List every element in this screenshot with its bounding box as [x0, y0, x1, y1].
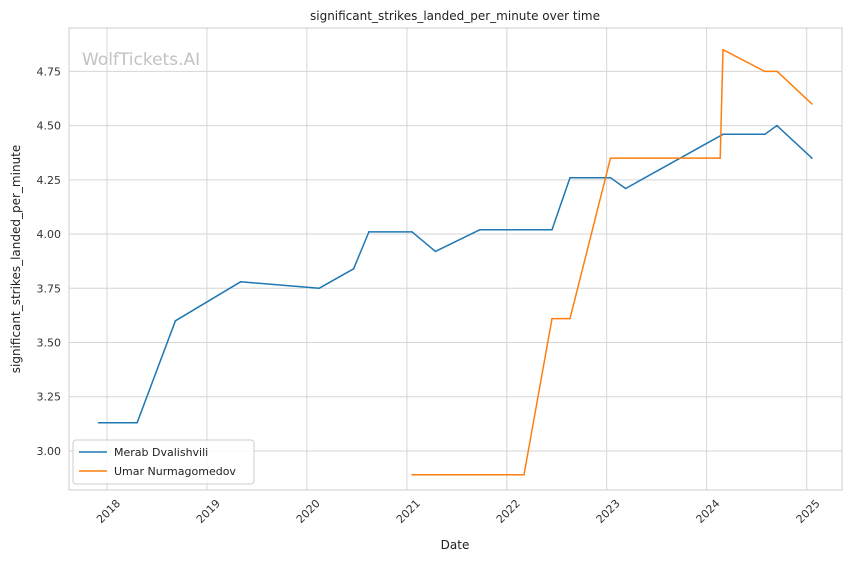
x-tick-label: 2019 — [194, 497, 223, 526]
x-tick-label: 2025 — [794, 497, 823, 526]
y-axis-label: significant_strikes_landed_per_minute — [9, 145, 23, 374]
plot-background — [69, 28, 842, 490]
y-tick-label: 4.50 — [37, 120, 62, 133]
series-1-point — [569, 317, 571, 320]
x-tick-label: 2024 — [694, 497, 723, 526]
series-0-point — [479, 228, 481, 231]
series-1-point — [523, 474, 525, 476]
series-0-point — [551, 228, 553, 231]
legend-label-umar: Umar Nurmagomedov — [114, 465, 236, 478]
series-0-point — [136, 421, 138, 424]
series-0-point — [239, 280, 242, 283]
series-1-point — [551, 317, 553, 320]
series-0-point — [624, 187, 627, 190]
x-tick-label: 2023 — [594, 497, 623, 526]
series-0-point — [97, 421, 100, 424]
watermark: WolfTickets.AI — [82, 50, 200, 70]
series-1-point — [609, 157, 612, 159]
x-tick-labels: 2018 2019 2020 2021 2022 2023 2024 2025 — [94, 497, 823, 526]
x-tick-label: 2022 — [494, 497, 523, 526]
series-0-point — [318, 287, 320, 290]
y-tick-label: 4.75 — [37, 65, 62, 78]
series-line-0 — [98, 124, 813, 424]
legend: Merab Dvalishvili Umar Nurmagomedov — [72, 439, 255, 485]
legend-box — [72, 439, 255, 485]
series-0-point — [352, 267, 355, 270]
grid — [69, 28, 842, 490]
chart-title: significant_strikes_landed_per_minute ov… — [310, 9, 600, 23]
series-0-point — [811, 157, 813, 159]
series-0-point — [764, 133, 766, 136]
series-1-point — [719, 157, 722, 159]
series-1-point — [722, 48, 724, 51]
x-tick-label: 2018 — [94, 497, 123, 526]
y-tick-label: 3.50 — [37, 337, 62, 350]
y-tick-label: 4.00 — [37, 228, 62, 241]
series-1-point — [776, 70, 778, 73]
series-0-point — [368, 231, 370, 233]
series-line-1 — [412, 48, 813, 476]
y-tick-label: 3.00 — [37, 445, 62, 458]
legend-label-merab: Merab Dvalishvili — [114, 446, 208, 459]
series-1-point — [764, 70, 766, 73]
series-1-point — [811, 103, 813, 105]
series-0-point — [776, 124, 778, 127]
y-tick-label: 4.25 — [37, 174, 62, 187]
series-0-point — [609, 176, 612, 179]
x-tick-label: 2020 — [294, 497, 323, 526]
series-0-point — [174, 320, 177, 322]
y-tick-label: 3.25 — [37, 391, 62, 404]
series-1-point — [411, 474, 413, 476]
x-axis-label: Date — [441, 538, 470, 552]
y-tick-label: 3.75 — [37, 282, 62, 295]
series-0-point — [411, 231, 413, 233]
x-tick-label: 2021 — [394, 497, 423, 526]
series-0-point — [434, 250, 437, 253]
series-0-point — [722, 133, 724, 136]
series-layer — [97, 48, 813, 476]
series-0-point — [569, 176, 571, 179]
plot-frame — [68, 27, 843, 491]
y-tick-labels: 3.00 3.25 3.50 3.75 4.00 4.25 4.50 4.75 — [37, 65, 62, 458]
